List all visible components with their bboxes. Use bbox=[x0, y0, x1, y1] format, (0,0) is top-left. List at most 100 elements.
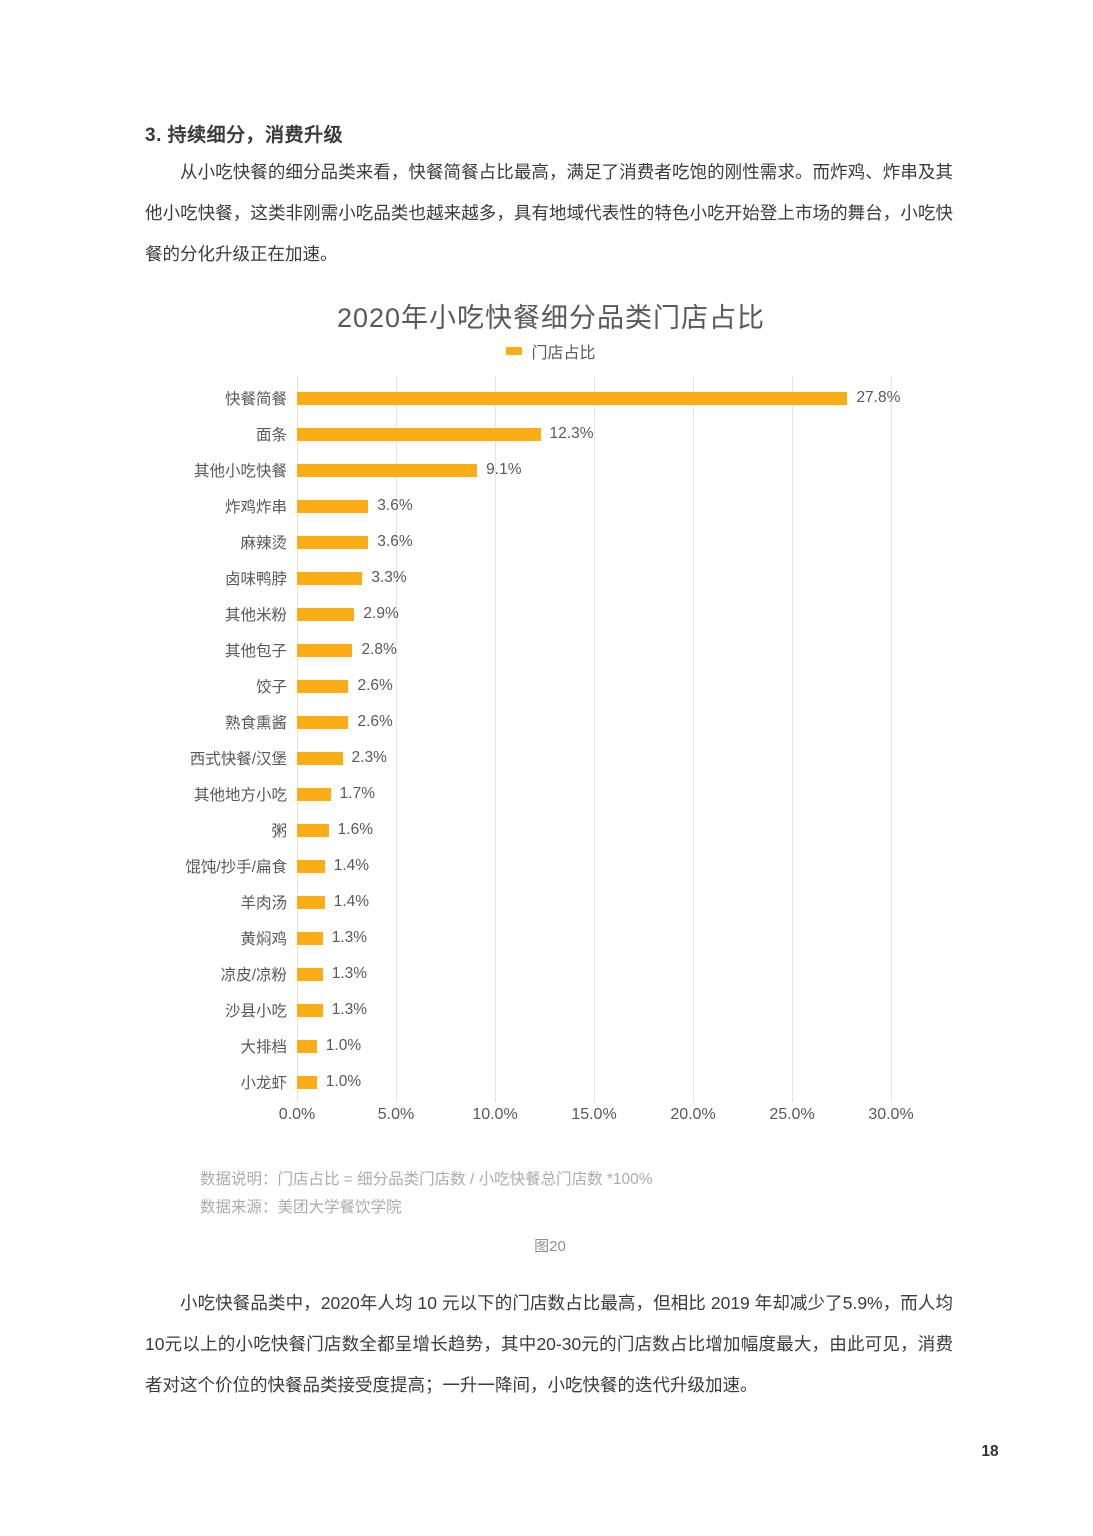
x-axis-tick-label: 20.0% bbox=[670, 1106, 716, 1123]
chart-row: 面条 12.3% bbox=[145, 416, 957, 452]
bar-cell: 2.9% bbox=[297, 605, 957, 623]
bar-value-label: 1.7% bbox=[339, 785, 375, 802]
x-axis-tick-label: 0.0% bbox=[278, 1106, 316, 1123]
bar bbox=[297, 499, 369, 513]
figure-caption: 图20 bbox=[534, 1238, 566, 1255]
chart-row: 卤味鸭脖 3.3% bbox=[145, 560, 957, 596]
chart-row: 黄焖鸡 1.3% bbox=[145, 920, 957, 956]
bar-cell: 3.6% bbox=[297, 533, 957, 551]
bar-cell: 12.3% bbox=[297, 425, 957, 443]
bar-value-label: 9.1% bbox=[486, 461, 522, 478]
bar-cell: 1.3% bbox=[297, 965, 957, 983]
bar-value-label: 12.3% bbox=[549, 425, 594, 442]
bar bbox=[297, 967, 323, 981]
chart-row: 炸鸡炸串 3.6% bbox=[145, 488, 957, 524]
chart-row: 其他小吃快餐 9.1% bbox=[145, 452, 957, 488]
category-label: 熟食熏酱 bbox=[224, 715, 287, 732]
intro-paragraph: 从小吃快餐的细分品类来看，快餐简餐占比最高，满足了消费者吃饱的刚性需求。而炸鸡、… bbox=[145, 162, 953, 264]
chart-row: 其他包子 2.8% bbox=[145, 632, 957, 668]
category-label: 大排档 bbox=[240, 1039, 287, 1056]
chart-legend: 门店占比 bbox=[145, 339, 957, 363]
category-label: 快餐简餐 bbox=[224, 391, 287, 408]
gridline bbox=[396, 376, 397, 1102]
gridline bbox=[891, 376, 892, 1102]
chart-note-definition: 数据说明：门店占比 = 细分品类门店数 / 小吃快餐总门店数 *100% bbox=[200, 1171, 653, 1188]
chart-row: 麻辣烫 3.6% bbox=[145, 524, 957, 560]
gridline bbox=[693, 376, 694, 1102]
bar bbox=[297, 427, 541, 441]
section-heading: 3. 持续细分，消费升级 bbox=[145, 125, 344, 146]
category-label: 其他米粉 bbox=[224, 607, 287, 624]
bar-value-label: 27.8% bbox=[856, 389, 901, 406]
chart-row: 快餐简餐 27.8% bbox=[145, 380, 957, 416]
bar bbox=[297, 895, 325, 909]
category-label: 面条 bbox=[255, 427, 287, 444]
bar-cell: 1.6% bbox=[297, 821, 957, 839]
chart-row: 馄饨/抄手/扁食 1.4% bbox=[145, 848, 957, 884]
bar-value-label: 1.3% bbox=[331, 965, 368, 982]
bar-cell: 2.6% bbox=[297, 713, 957, 731]
bar-value-label: 2.9% bbox=[363, 605, 399, 622]
bar bbox=[297, 391, 848, 405]
bar-cell: 2.3% bbox=[297, 749, 957, 767]
bar-value-label: 1.4% bbox=[333, 893, 370, 910]
gridline bbox=[297, 376, 298, 1102]
chart-row: 沙县小吃 1.3% bbox=[145, 992, 957, 1028]
chart-row: 小龙虾 1.0% bbox=[145, 1064, 957, 1100]
x-axis-tick-label: 5.0% bbox=[377, 1106, 415, 1123]
bar-cell: 1.0% bbox=[297, 1073, 957, 1091]
bar bbox=[297, 535, 369, 549]
bar bbox=[297, 643, 353, 657]
bar-value-label: 2.6% bbox=[357, 713, 393, 730]
bar-cell: 2.6% bbox=[297, 677, 957, 695]
bar-chart: 2020年小吃快餐细分品类门店占比 门店占比 快餐简餐 27.8% 面条 12.3% 其… bbox=[145, 296, 957, 1146]
bar-cell: 1.0% bbox=[297, 1037, 957, 1055]
bar-value-label: 2.3% bbox=[351, 749, 387, 766]
chart-row: 凉皮/凉粉 1.3% bbox=[145, 956, 957, 992]
bar bbox=[297, 1039, 317, 1053]
gridline bbox=[495, 376, 496, 1102]
bar-value-label: 1.0% bbox=[325, 1037, 362, 1054]
x-axis-tick-label: 10.0% bbox=[472, 1106, 518, 1123]
bar-value-label: 1.3% bbox=[331, 1001, 368, 1018]
bar-value-label: 3.6% bbox=[377, 533, 413, 550]
chart-row: 粥 1.6% bbox=[145, 812, 957, 848]
chart-row: 羊肉汤 1.4% bbox=[145, 884, 957, 920]
x-axis-tick-label: 25.0% bbox=[769, 1106, 815, 1123]
bar-value-label: 1.0% bbox=[325, 1073, 362, 1090]
category-label: 卤味鸭脖 bbox=[224, 571, 287, 588]
x-axis-tick-label: 30.0% bbox=[868, 1106, 914, 1123]
bar-cell: 1.4% bbox=[297, 857, 957, 875]
bar-value-label: 1.4% bbox=[333, 857, 370, 874]
bar-cell: 1.3% bbox=[297, 1001, 957, 1019]
chart-row: 大排档 1.0% bbox=[145, 1028, 957, 1064]
bar bbox=[297, 1075, 317, 1089]
chart-row: 饺子 2.6% bbox=[145, 668, 957, 704]
category-label: 麻辣烫 bbox=[240, 535, 287, 552]
bar-cell: 1.3% bbox=[297, 929, 957, 947]
category-label: 凉皮/凉粉 bbox=[220, 967, 287, 984]
bar bbox=[297, 679, 349, 693]
chart-x-axis: 0.0% 5.0% 10.0% 15.0% 20.0% 25.0% 30.0% bbox=[279, 1106, 914, 1128]
bar bbox=[297, 715, 349, 729]
category-label: 沙县小吃 bbox=[224, 1003, 287, 1020]
category-label: 羊肉汤 bbox=[240, 895, 287, 912]
bar-cell: 2.8% bbox=[297, 641, 957, 659]
page-number: 18 bbox=[981, 1443, 999, 1460]
category-label: 馄饨/抄手/扁食 bbox=[185, 859, 287, 876]
bar-value-label: 2.6% bbox=[357, 677, 393, 694]
chart-title: 2020年小吃快餐细分品类门店占比 bbox=[336, 303, 766, 333]
bar bbox=[297, 463, 478, 477]
bar-cell: 1.7% bbox=[297, 785, 957, 803]
analysis-paragraph: 小吃快餐品类中，2020年人均 10 元以下的门店数占比最高，但相比 2019 … bbox=[145, 1293, 953, 1395]
chart-row: 西式快餐/汉堡 2.3% bbox=[145, 740, 957, 776]
bar-cell: 1.4% bbox=[297, 893, 957, 911]
bar bbox=[297, 607, 355, 621]
bar bbox=[297, 859, 325, 873]
bar-value-label: 2.8% bbox=[361, 641, 397, 658]
bar-value-label: 1.3% bbox=[331, 929, 368, 946]
chart-row: 其他米粉 2.9% bbox=[145, 596, 957, 632]
category-label: 炸鸡炸串 bbox=[224, 499, 287, 516]
chart-gridlines bbox=[297, 376, 892, 1102]
